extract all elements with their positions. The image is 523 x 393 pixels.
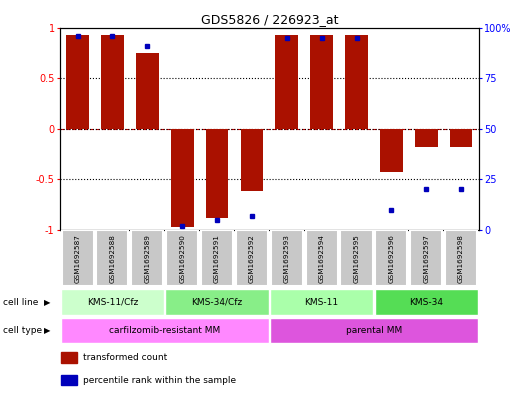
FancyBboxPatch shape — [271, 230, 303, 286]
Text: GSM1692591: GSM1692591 — [214, 234, 220, 283]
Bar — [276, 35, 298, 129]
Text: GSM1692593: GSM1692593 — [284, 234, 290, 283]
FancyBboxPatch shape — [201, 230, 233, 286]
Text: GSM1692594: GSM1692594 — [319, 234, 325, 283]
Text: ▶: ▶ — [44, 326, 50, 335]
FancyBboxPatch shape — [270, 318, 478, 343]
Text: KMS-34: KMS-34 — [409, 298, 444, 307]
Bar — [61, 375, 77, 386]
FancyBboxPatch shape — [376, 230, 407, 286]
Text: GSM1692589: GSM1692589 — [144, 234, 150, 283]
FancyBboxPatch shape — [374, 289, 478, 315]
FancyBboxPatch shape — [61, 289, 164, 315]
Text: GSM1692598: GSM1692598 — [458, 234, 464, 283]
Text: GSM1692588: GSM1692588 — [109, 234, 116, 283]
FancyBboxPatch shape — [270, 289, 373, 315]
Text: GSM1692590: GSM1692590 — [179, 234, 185, 283]
Title: GDS5826 / 226923_at: GDS5826 / 226923_at — [201, 13, 338, 26]
Bar — [380, 129, 403, 172]
Text: GSM1692595: GSM1692595 — [354, 234, 359, 283]
Text: KMS-34/Cfz: KMS-34/Cfz — [191, 298, 243, 307]
Bar — [206, 129, 229, 218]
FancyBboxPatch shape — [340, 230, 372, 286]
FancyBboxPatch shape — [61, 318, 269, 343]
Bar — [66, 35, 89, 129]
Text: GSM1692587: GSM1692587 — [75, 234, 81, 283]
FancyBboxPatch shape — [165, 289, 269, 315]
Bar — [61, 353, 77, 363]
Text: GSM1692592: GSM1692592 — [249, 234, 255, 283]
FancyBboxPatch shape — [305, 230, 338, 286]
Text: carfilzomib-resistant MM: carfilzomib-resistant MM — [109, 326, 220, 335]
Bar — [136, 53, 158, 129]
Text: parental MM: parental MM — [346, 326, 402, 335]
Text: GSM1692597: GSM1692597 — [423, 234, 429, 283]
Text: transformed count: transformed count — [83, 353, 167, 362]
FancyBboxPatch shape — [445, 230, 477, 286]
Bar — [450, 129, 472, 147]
Text: ▶: ▶ — [44, 298, 50, 307]
Text: KMS-11: KMS-11 — [304, 298, 339, 307]
FancyBboxPatch shape — [166, 230, 198, 286]
Bar — [310, 35, 333, 129]
Bar — [241, 129, 263, 191]
FancyBboxPatch shape — [131, 230, 163, 286]
Text: percentile rank within the sample: percentile rank within the sample — [83, 376, 236, 385]
Bar — [171, 129, 194, 227]
FancyBboxPatch shape — [410, 230, 442, 286]
Text: GSM1692596: GSM1692596 — [389, 234, 394, 283]
FancyBboxPatch shape — [96, 230, 129, 286]
Text: cell line: cell line — [3, 298, 38, 307]
FancyBboxPatch shape — [62, 230, 94, 286]
FancyBboxPatch shape — [236, 230, 268, 286]
Text: cell type: cell type — [3, 326, 42, 335]
Bar — [101, 35, 124, 129]
Bar — [345, 35, 368, 129]
Text: KMS-11/Cfz: KMS-11/Cfz — [87, 298, 138, 307]
Bar — [415, 129, 438, 147]
